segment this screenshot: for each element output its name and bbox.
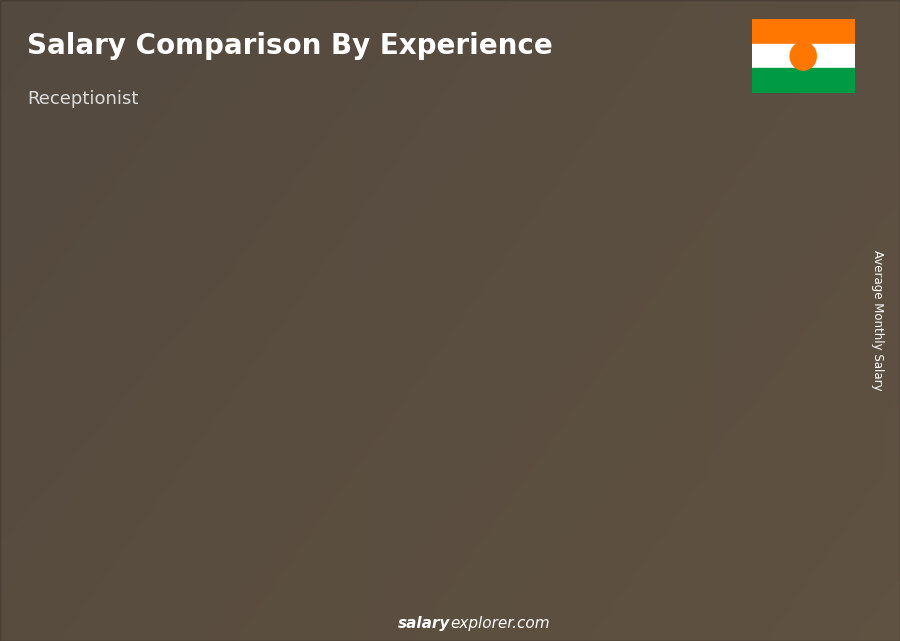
Text: Receptionist: Receptionist — [27, 90, 139, 108]
Bar — [212, 392, 279, 395]
Bar — [145, 441, 152, 570]
Bar — [467, 261, 473, 570]
Bar — [400, 316, 406, 570]
Text: 208,000 XOF: 208,000 XOF — [452, 239, 536, 252]
Text: explorer.com: explorer.com — [450, 616, 550, 631]
Text: +38%: +38% — [150, 312, 214, 331]
Bar — [526, 261, 533, 570]
Bar — [752, 44, 855, 69]
Bar — [272, 392, 279, 570]
Bar — [752, 19, 855, 44]
Bar — [467, 261, 533, 570]
Text: 120,000 XOF: 120,000 XOF — [195, 370, 280, 383]
Bar — [721, 215, 788, 221]
Bar — [594, 243, 661, 570]
Circle shape — [790, 42, 816, 70]
Bar — [752, 69, 855, 93]
Bar — [340, 316, 346, 570]
Bar — [86, 441, 152, 444]
Bar — [653, 243, 661, 570]
Text: 87,000 XOF: 87,000 XOF — [70, 419, 147, 432]
Text: +6%: +6% — [539, 163, 589, 182]
Text: +22%: +22% — [405, 163, 468, 182]
Text: +42%: +42% — [278, 226, 341, 244]
Bar — [212, 392, 220, 570]
Bar — [594, 243, 661, 249]
Text: 171,000 XOF: 171,000 XOF — [325, 294, 410, 307]
Bar — [721, 215, 788, 570]
Bar — [467, 261, 533, 267]
Bar — [340, 316, 406, 320]
Bar — [594, 243, 601, 570]
Text: 220,000 XOF: 220,000 XOF — [579, 221, 664, 234]
Bar — [212, 392, 279, 570]
Bar — [86, 441, 92, 570]
Text: +9%: +9% — [666, 135, 716, 154]
Bar — [781, 215, 788, 570]
Text: Salary Comparison By Experience: Salary Comparison By Experience — [27, 32, 553, 60]
Bar — [86, 441, 152, 570]
Text: 239,000 XOF: 239,000 XOF — [704, 193, 788, 206]
Text: Average Monthly Salary: Average Monthly Salary — [871, 250, 884, 391]
Bar — [340, 316, 406, 570]
Bar — [721, 215, 728, 570]
Text: salary: salary — [398, 616, 450, 631]
